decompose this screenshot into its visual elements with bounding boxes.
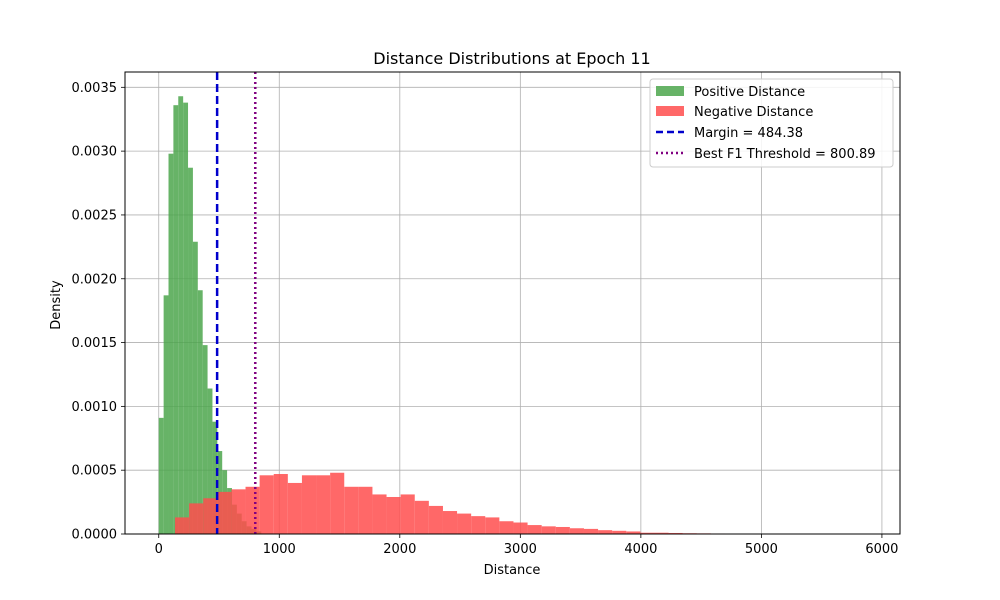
negative-distance-bar (273, 474, 288, 534)
x-axis-ticks: 0 1000 2000 3000 4000 5000 6000 (155, 534, 898, 557)
positive-distance-bar (207, 388, 213, 534)
legend: Positive Distance Negative Distance Marg… (649, 78, 894, 168)
x-tick-label: 6000 (865, 542, 898, 557)
y-tick-label: 0.0010 (72, 400, 118, 415)
negative-distance-bar (175, 517, 190, 534)
positive-distance-bar (183, 102, 189, 535)
x-tick-label: 1000 (263, 542, 296, 557)
y-axis-ticks: 0.0000 0.0005 0.0010 0.0015 0.0020 0.0025 0.00… (72, 81, 125, 543)
positive-distance-bar (163, 295, 169, 534)
negative-distance-bar (640, 532, 655, 534)
x-tick-label: 4000 (624, 542, 657, 557)
legend-swatch-positive (656, 86, 684, 96)
y-tick-label: 0.0005 (72, 464, 118, 479)
negative-distance-bar (457, 513, 472, 534)
negative-distance-bar (612, 530, 627, 534)
y-tick-label: 0.0015 (72, 336, 118, 351)
negative-distance-bar (654, 532, 669, 534)
legend-swatch-negative (656, 106, 684, 116)
negative-distance-bar (231, 489, 246, 534)
negative-distance-bar (400, 494, 415, 534)
negative-distance-bar (372, 494, 387, 534)
positive-distance-bar (158, 417, 164, 534)
positive-distance-bar (197, 290, 203, 534)
positive-distance-bar (168, 153, 174, 534)
negative-distance-bar (301, 475, 317, 534)
positive-distance-bar (173, 105, 179, 535)
y-tick-label: 0.0030 (72, 145, 118, 160)
y-tick-label: 0.0020 (72, 272, 118, 287)
x-tick-label: 0 (155, 542, 163, 557)
x-tick-label: 3000 (504, 542, 537, 557)
positive-distance-bar (192, 241, 198, 534)
x-tick-label: 5000 (745, 542, 778, 557)
negative-distance-bar (555, 526, 570, 534)
negative-distance-bar (442, 511, 458, 534)
negative-distance-bar (386, 496, 401, 534)
chart-title: Distance Distributions at Epoch 11 (373, 49, 650, 68)
negative-distance-bar (626, 531, 641, 534)
legend-box (649, 78, 894, 168)
negative-distance-bar (527, 525, 542, 534)
negative-distance-bar (344, 486, 359, 534)
negative-distance-bar (541, 526, 556, 534)
negative-distance-bar (316, 475, 331, 534)
negative-distance-bar (513, 522, 528, 534)
negative-distance-bar (358, 486, 373, 534)
negative-distance-bar (203, 498, 218, 534)
y-tick-label: 0.0035 (72, 81, 118, 96)
x-tick-label: 2000 (383, 542, 416, 557)
legend-label-threshold: Best F1 Threshold = 800.89 (694, 147, 876, 162)
plot-frame (124, 71, 901, 535)
positive-distance-bar (178, 96, 184, 534)
negative-distance-bar (668, 532, 683, 534)
x-axis-label: Distance (484, 563, 541, 578)
positive-distance-bar (202, 345, 208, 534)
negative-distance-bar (569, 528, 584, 534)
negative-distance-bar (414, 500, 429, 534)
y-tick-label: 0.0000 (72, 528, 118, 543)
negative-distance-bar (583, 528, 599, 534)
negative-distance-bar (471, 516, 486, 534)
negative-distance-bars (175, 472, 838, 534)
y-tick-label: 0.0025 (72, 208, 118, 223)
legend-label-negative: Negative Distance (694, 105, 813, 120)
negative-distance-bar (245, 486, 260, 534)
threshold-lines (215, 72, 257, 534)
negative-distance-bar (598, 530, 613, 534)
negative-distance-bar (217, 491, 232, 534)
negative-distance-bar (428, 505, 443, 534)
negative-distance-bar (287, 482, 302, 534)
legend-label-positive: Positive Distance (694, 85, 805, 100)
negative-distance-bar (499, 521, 514, 534)
legend-label-margin: Margin = 484.38 (694, 126, 803, 141)
positive-distance-bar (212, 421, 218, 534)
positive-distance-bar (188, 167, 193, 534)
negative-distance-bar (189, 503, 204, 534)
negative-distance-bar (485, 517, 500, 534)
negative-distance-bar (330, 472, 345, 534)
y-axis-label: Density (49, 280, 64, 330)
negative-distance-bar (259, 475, 274, 534)
